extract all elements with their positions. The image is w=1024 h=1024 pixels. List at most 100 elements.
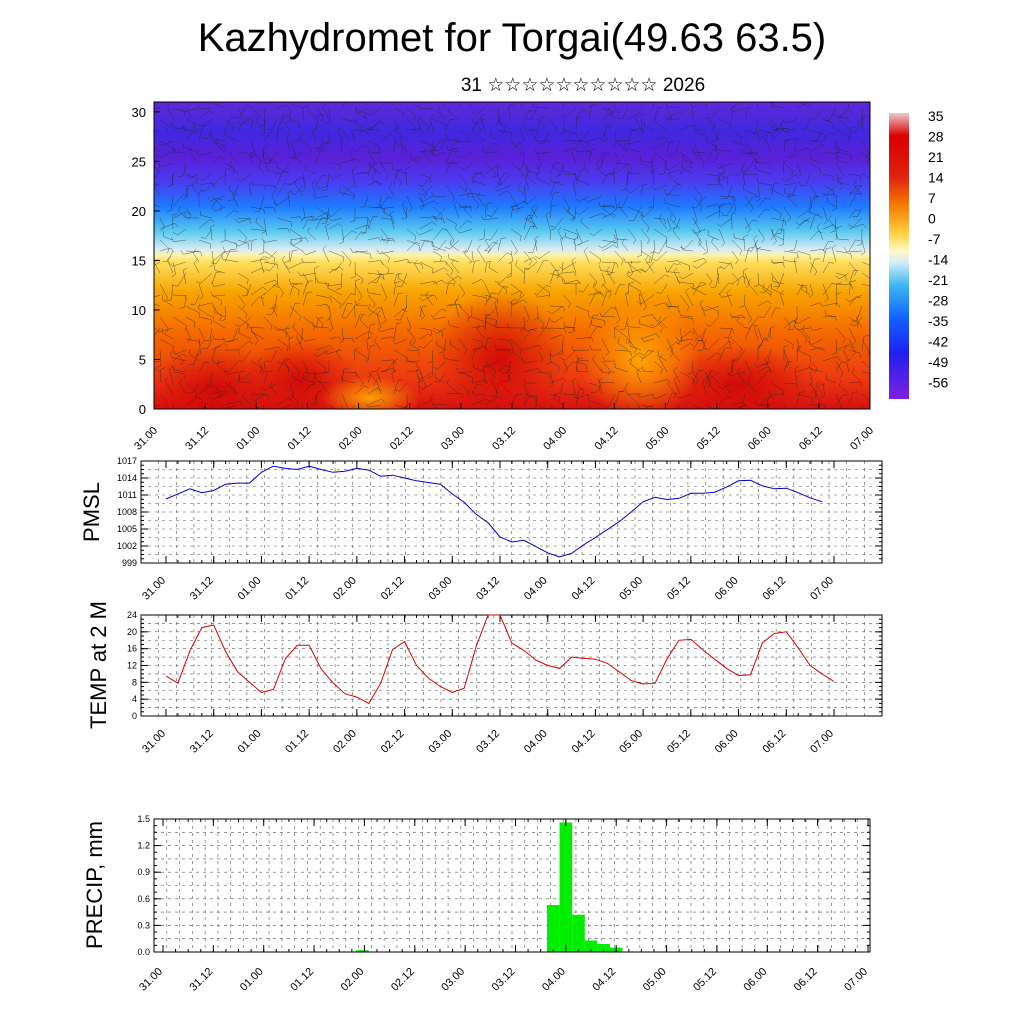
wind-barb-flag (503, 286, 509, 288)
wind-barb-flag (456, 367, 459, 373)
wind-barb (572, 181, 577, 197)
wind-barb (757, 339, 764, 351)
wind-barb-flag (635, 113, 639, 118)
wind-barb-flag (466, 220, 472, 223)
x-tick-label: 03.00 (426, 575, 454, 603)
wind-barb (627, 112, 640, 120)
wind-barb (679, 261, 690, 266)
wind-barb (289, 250, 293, 263)
mild-blob (320, 376, 420, 409)
wind-barb (185, 338, 200, 342)
wind-barb (757, 360, 772, 368)
wind-barb-flag (170, 247, 174, 253)
wind-barb-flag (767, 390, 771, 396)
wind-barb (185, 184, 188, 197)
wind-barb (614, 102, 616, 109)
wind-barb (549, 378, 564, 384)
wind-barb-flag (601, 171, 605, 176)
wind-barb-flag (583, 247, 588, 251)
wind-barb-flag (418, 156, 423, 161)
wind-barb (301, 404, 304, 409)
wind-barb-flag (699, 197, 703, 202)
wind-barb (666, 217, 672, 230)
y-tick-label: 1008 (117, 507, 137, 517)
wind-barb (203, 184, 213, 192)
wind-barb (263, 261, 278, 265)
x-tick-label: 05.12 (695, 425, 723, 453)
wind-barb-flag (617, 338, 620, 344)
wind-barb-flag (197, 396, 202, 401)
wind-barb (796, 162, 802, 175)
wind-barb (250, 296, 260, 307)
wind-barb-flag (285, 120, 291, 123)
wind-barb-flag (259, 116, 262, 121)
wind-barb (811, 338, 824, 345)
wind-barb (787, 197, 798, 208)
wind-barb (565, 349, 577, 361)
wind-barb (602, 208, 616, 219)
wind-barb-flag (493, 142, 499, 146)
wind-barb-flag (276, 264, 279, 270)
wind-barb (692, 287, 707, 296)
wind-barb (193, 263, 200, 274)
wind-barb (263, 280, 276, 285)
wind-barb (678, 281, 694, 285)
wind-barb (280, 119, 291, 131)
wind-barb-flag (427, 361, 433, 364)
wind-barb-flag (523, 299, 528, 304)
wind-barb-flag (171, 350, 175, 355)
wind-barb (445, 228, 455, 241)
wind-barb-flag (437, 106, 440, 112)
wind-barb-flag (420, 128, 424, 134)
wind-barb-flag (351, 128, 356, 132)
wind-barb-flag (629, 164, 632, 170)
wind-barb (271, 118, 278, 130)
wind-barb-flag (576, 133, 578, 139)
wind-barb-flag (366, 336, 372, 340)
wind-barb (154, 327, 161, 337)
wind-barb (484, 338, 488, 351)
wind-barb-flag (733, 233, 735, 239)
wind-barb-flag (626, 321, 629, 327)
wind-barb-flag (384, 175, 389, 181)
wind-barb-flag (337, 127, 342, 132)
wind-barb (497, 118, 506, 131)
wind-barb (250, 286, 263, 296)
wind-barb-flag (155, 153, 160, 158)
wind-barb (367, 121, 381, 131)
wind-barb (262, 404, 265, 409)
x-tick-label: 06.12 (797, 425, 825, 453)
wind-barb (194, 294, 200, 305)
wind-barb-flag (523, 267, 529, 270)
wind-barb-flag (770, 122, 772, 128)
wind-barb (326, 173, 330, 190)
wind-barb (432, 217, 444, 220)
wind-barb-flag (597, 245, 603, 249)
wind-barb (178, 382, 187, 395)
wind-barb (419, 261, 434, 269)
wind-barb (263, 346, 280, 351)
wind-barb-flag (845, 298, 850, 302)
wind-barb (796, 285, 803, 296)
wind-barb (763, 305, 772, 318)
wind-barb (701, 327, 707, 341)
wind-barb-flag (167, 248, 170, 254)
wind-barb (484, 165, 498, 175)
wind-barb-flag (590, 391, 596, 394)
wind-barb-flag (222, 246, 226, 252)
wind-barb (432, 250, 442, 257)
wind-barb (294, 183, 304, 197)
wind-barb-flag (366, 287, 369, 293)
wind-barb-flag (164, 402, 168, 408)
wind-barb-flag (823, 220, 828, 225)
wind-barb (822, 248, 827, 263)
wind-barb-flag (692, 105, 697, 108)
wind-barb-flag (234, 209, 239, 213)
wind-barb (666, 260, 678, 263)
wind-barb (483, 367, 486, 384)
wind-barb (588, 404, 592, 409)
wind-barb (328, 294, 342, 305)
wind-barb (565, 107, 577, 118)
